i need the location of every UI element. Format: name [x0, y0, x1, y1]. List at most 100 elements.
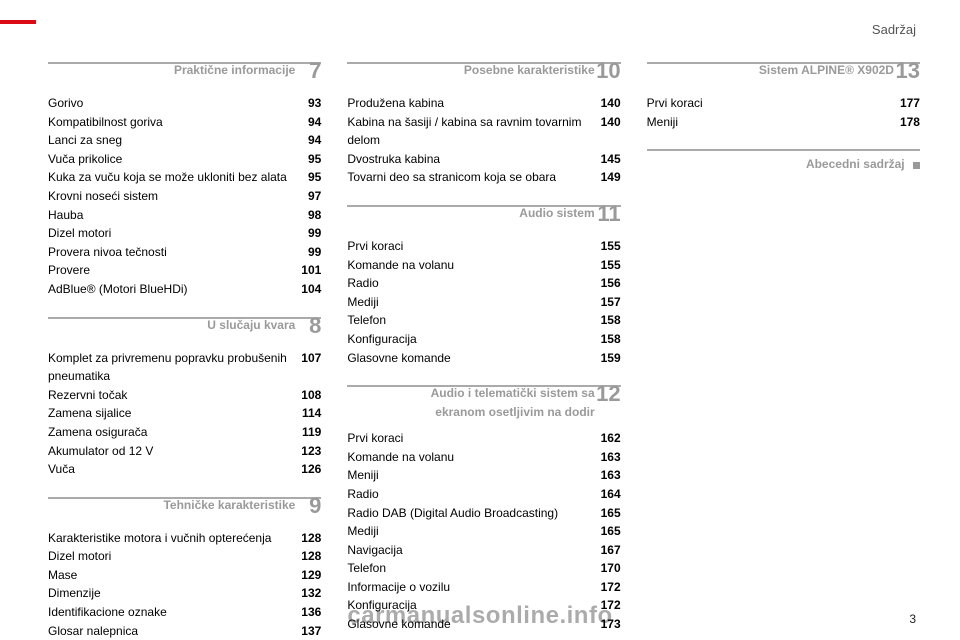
- toc-item: Meniji178: [647, 113, 920, 132]
- toc-page: 95: [293, 150, 321, 169]
- toc-label: Hauba: [48, 206, 83, 225]
- toc-label: Identifikacione oznake: [48, 603, 167, 622]
- toc-item: Mediji157: [347, 293, 620, 312]
- toc-page: 159: [593, 349, 621, 368]
- toc-item: Lanci za sneg 94: [48, 131, 321, 150]
- toc-label: Lanci za sneg: [48, 131, 122, 150]
- toc-label: Zamena osigurača: [48, 423, 147, 442]
- toc-page: 93: [293, 94, 321, 113]
- toc-item: Provere101: [48, 261, 321, 280]
- toc-page: 162: [593, 429, 621, 448]
- toc-label: Provera nivoa tečnosti: [48, 243, 167, 262]
- toc-label: Kabina na šasiji / kabina sa ravnim tova…: [347, 113, 592, 150]
- section-number: 9: [309, 489, 321, 523]
- square-icon: [913, 162, 920, 169]
- toc-page: 170: [593, 559, 621, 578]
- toc-label: Krovni noseći sistem: [48, 187, 158, 206]
- section-title: Audio sistem: [519, 204, 594, 223]
- section-8: U slučaju kvara 8 Komplet za privremenu …: [48, 317, 321, 479]
- toc-label: Dimenzije: [48, 584, 101, 603]
- page: Sadržaj Praktične informacije 7 Gorivo93…: [0, 0, 960, 640]
- section-header-12: Audio i telematički sistem sa ekranom os…: [347, 385, 620, 421]
- section-7: Praktične informacije 7 Gorivo 93 Kompati…: [48, 62, 321, 299]
- toc-label: Radio: [347, 485, 378, 504]
- section-number: 13: [896, 54, 920, 88]
- toc-label: Komplet za privremenu popravku probušeni…: [48, 349, 293, 386]
- toc-item: Komande na volanu163: [347, 448, 620, 467]
- toc-page: 177: [892, 94, 920, 113]
- toc-page: 178: [892, 113, 920, 132]
- toc-page: 155: [593, 237, 621, 256]
- toc-item: Komplet za privremenu popravku probušeni…: [48, 349, 321, 386]
- toc-page: 165: [593, 504, 621, 523]
- toc-page: 104: [293, 280, 321, 299]
- toc-page: 94: [293, 113, 321, 132]
- toc-page: 167: [593, 541, 621, 560]
- toc-label: Tovarni deo sa stranicom koja se obara: [347, 168, 556, 187]
- page-number: 3: [909, 612, 916, 626]
- toc-label: Mediji: [347, 293, 378, 312]
- section-13: Sistem ALPINE® X902D 13 Prvi koraci177 M…: [647, 62, 920, 131]
- toc-page: 156: [593, 274, 621, 293]
- toc-label: Navigacija: [347, 541, 402, 560]
- toc-item: Tovarni deo sa stranicom koja se obara 14…: [347, 168, 620, 187]
- toc-page: 128: [293, 547, 321, 566]
- toc-label: Rezervni točak: [48, 386, 127, 405]
- toc-item: Kabina na šasiji / kabina sa ravnim tova…: [347, 113, 620, 150]
- toc-page: 98: [293, 206, 321, 225]
- section-title: Sistem ALPINE® X902D: [759, 61, 894, 80]
- toc-label: Radio: [347, 274, 378, 293]
- section-title: Posebne karakteristike: [464, 61, 595, 80]
- section-divider: [647, 149, 920, 151]
- toc-label: Dvostruka kabina: [347, 150, 440, 169]
- toc-item: Radio 156: [347, 274, 620, 293]
- toc-item: Navigacija 167: [347, 541, 620, 560]
- toc-label: Mase: [48, 566, 77, 585]
- toc-item: Telefon158: [347, 311, 620, 330]
- toc-page: 149: [593, 168, 621, 187]
- column-1: Praktične informacije 7 Gorivo 93 Kompati…: [48, 62, 321, 592]
- toc-page: 94: [293, 131, 321, 150]
- toc-page: 108: [293, 386, 321, 405]
- toc-page: 107: [293, 349, 321, 386]
- toc-label: Gorivo: [48, 94, 83, 113]
- toc-item: Mediji165: [347, 522, 620, 541]
- toc-item: Akumulator od 12 V123: [48, 442, 321, 461]
- toc-label: Radio DAB (Digital Audio Broadcasting): [347, 504, 558, 523]
- toc-item: Gorivo 93: [48, 94, 321, 113]
- toc-item: Prvi koraci155: [347, 237, 620, 256]
- toc-item: Komande na volanu155: [347, 256, 620, 275]
- toc-label: Konfiguracija: [347, 596, 416, 615]
- toc-item: Dimenzije 132: [48, 584, 321, 603]
- toc-page: 99: [293, 224, 321, 243]
- toc-item: Hauba 98: [48, 206, 321, 225]
- toc-label: Akumulator od 12 V: [48, 442, 153, 461]
- section-11: Audio sistem 11 Prvi koraci155 Komande n…: [347, 205, 620, 367]
- toc-label: Glasovne komande: [347, 615, 450, 634]
- toc-item: Mase129: [48, 566, 321, 585]
- toc-label: AdBlue® (Motori BlueHDi): [48, 280, 188, 299]
- toc-label: Provere: [48, 261, 90, 280]
- section-12: Audio i telematički sistem sa ekranom os…: [347, 385, 620, 634]
- toc-page: 172: [593, 596, 621, 615]
- toc-label: Produžena kabina: [347, 94, 444, 113]
- toc-page: 99: [293, 243, 321, 262]
- toc-item: Zamena sijalice114: [48, 404, 321, 423]
- toc-item: Kompatibilnost goriva94: [48, 113, 321, 132]
- column-3: Sistem ALPINE® X902D 13 Prvi koraci177 M…: [647, 62, 920, 592]
- toc-item: Radio164: [347, 485, 620, 504]
- section-header-10: Posebne karakteristike 10: [347, 62, 620, 86]
- column-2: Posebne karakteristike 10 Produžena kabi…: [347, 62, 620, 592]
- toc-page: 132: [293, 584, 321, 603]
- toc-item: AdBlue® (Motori BlueHDi) 104: [48, 280, 321, 299]
- section-number: 10: [596, 54, 620, 88]
- toc-item: Krovni noseći sistem97: [48, 187, 321, 206]
- section-title: U slučaju kvara: [207, 316, 295, 335]
- section-header-9: Tehničke karakteristike 9: [48, 497, 321, 521]
- section-header-7: Praktične informacije 7: [48, 62, 321, 86]
- toc-item: Zamena osigurača119: [48, 423, 321, 442]
- toc-label: Karakteristike motora i vučnih opterećen…: [48, 529, 271, 548]
- section-title: Praktične informacije: [174, 61, 295, 80]
- toc-item: Prvi koraci162: [347, 429, 620, 448]
- toc-label: Komande na volanu: [347, 256, 454, 275]
